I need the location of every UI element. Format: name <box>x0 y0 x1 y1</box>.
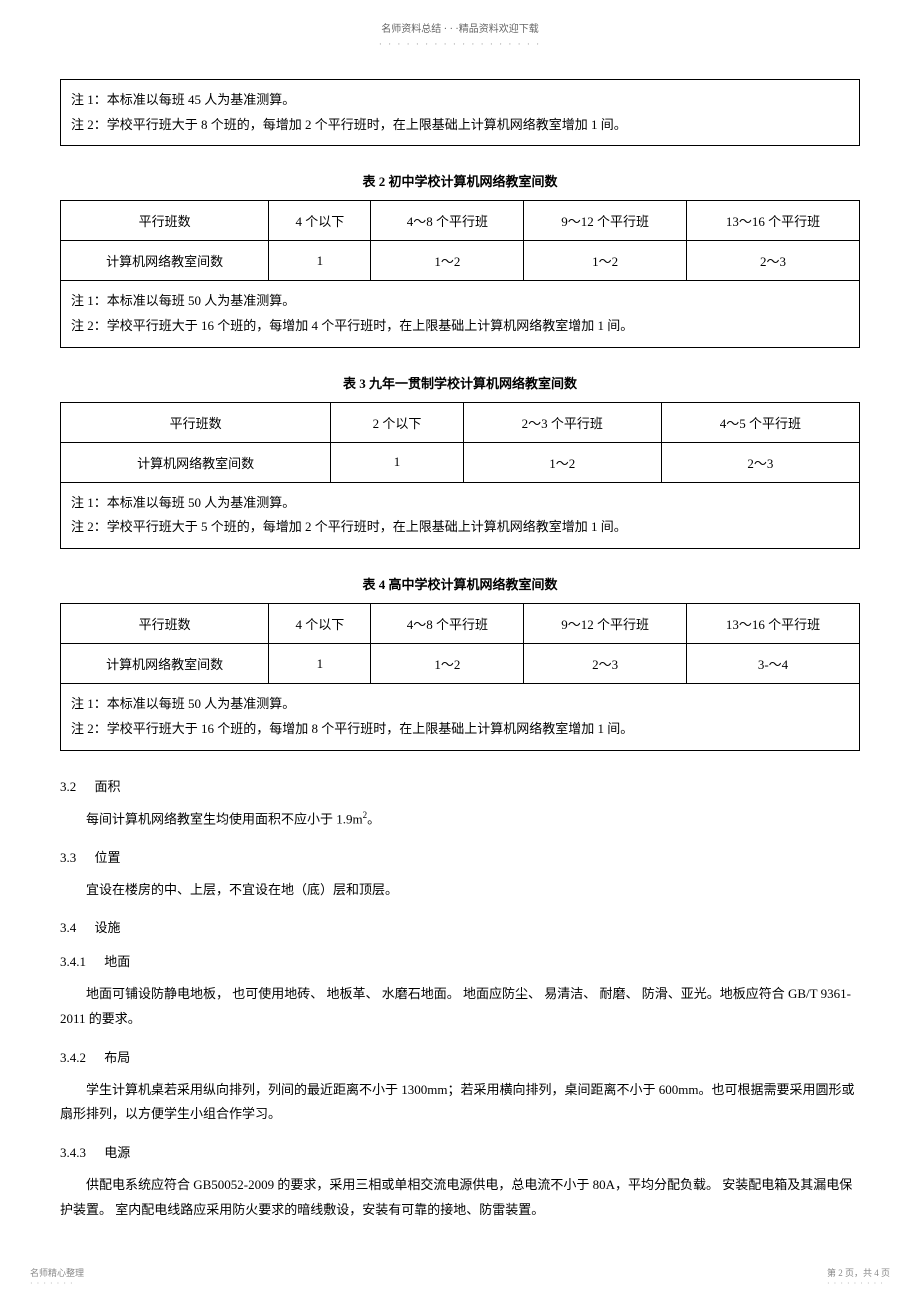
table2-title: 表 2 初中学校计算机网络教室间数 <box>60 171 860 190</box>
table-header: 平行班数 <box>61 402 331 442</box>
footer-left: 名师精心整理 · · · · · · · <box>30 1266 84 1288</box>
table-header: 9～12 个平行班 <box>524 604 687 644</box>
page-header-title: 名师资料总结 · · ·精品资料欢迎下载 <box>60 20 860 35</box>
page-header-dots: · · · · · · · · · · · · · · · · · · <box>60 39 860 49</box>
table-cell: 计算机网络教室间数 <box>61 644 269 684</box>
table-row: 计算机网络教室间数 1 1～2 1～2 2～3 <box>61 241 860 281</box>
table-header: 4～8 个平行班 <box>371 201 524 241</box>
section-3-4-3: 3.4.3 电源 <box>60 1142 860 1161</box>
section-title: 面积 <box>95 779 121 794</box>
table-header-row: 平行班数 2 个以下 2～3 个平行班 4～5 个平行班 <box>61 402 860 442</box>
section-3-2: 3.2 面积 <box>60 776 860 795</box>
note-line: 注 1：本标准以每班 45 人为基准测算。 <box>71 88 849 113</box>
table-cell: 2～3 <box>524 644 687 684</box>
table-cell: 2～3 <box>661 442 859 482</box>
top-note-box: 注 1：本标准以每班 45 人为基准测算。 注 2：学校平行班大于 8 个班的，… <box>60 79 860 146</box>
footer-right-dots: · · · · · · · · · <box>827 1279 890 1288</box>
table-cell: 1～2 <box>524 241 687 281</box>
section-3-2-text: 每间计算机网络教室生均使用面积不应小于 1.9m2。 <box>60 807 860 832</box>
table-header: 2～3 个平行班 <box>463 402 661 442</box>
table-cell: 1 <box>331 442 464 482</box>
section-3-4-3-text: 供配电系统应符合 GB50052-2009 的要求，采用三相或单相交流电源供电，… <box>60 1173 860 1222</box>
table-cell: 1～2 <box>371 644 524 684</box>
table-note-cell: 注 1：本标准以每班 50 人为基准测算。 注 2：学校平行班大于 16 个班的… <box>61 684 860 750</box>
footer-left-text: 名师精心整理 <box>30 1266 84 1279</box>
table-note-row: 注 1：本标准以每班 50 人为基准测算。 注 2：学校平行班大于 5 个班的，… <box>61 482 860 548</box>
table-cell: 1 <box>269 241 371 281</box>
table-header-row: 平行班数 4 个以下 4～8 个平行班 9～12 个平行班 13～16 个平行班 <box>61 201 860 241</box>
table-header: 4 个以下 <box>269 604 371 644</box>
table-row: 计算机网络教室间数 1 1～2 2～3 3-～4 <box>61 644 860 684</box>
table4: 平行班数 4 个以下 4～8 个平行班 9～12 个平行班 13～16 个平行班… <box>60 603 860 750</box>
table-header: 4～5 个平行班 <box>661 402 859 442</box>
section-num: 3.3 <box>60 850 76 865</box>
table-header: 13～16 个平行班 <box>687 201 860 241</box>
section-title: 设施 <box>95 920 121 935</box>
section-3-3: 3.3 位置 <box>60 847 860 866</box>
section-3-4: 3.4 设施 <box>60 917 860 936</box>
table-note-cell: 注 1：本标准以每班 50 人为基准测算。 注 2：学校平行班大于 16 个班的… <box>61 281 860 347</box>
table-cell: 计算机网络教室间数 <box>61 241 269 281</box>
section-num: 3.4.2 <box>60 1050 86 1065</box>
section-num: 3.4 <box>60 920 76 935</box>
table-header: 9～12 个平行班 <box>524 201 687 241</box>
section-3-4-2: 3.4.2 布局 <box>60 1047 860 1066</box>
table-note-row: 注 1：本标准以每班 50 人为基准测算。 注 2：学校平行班大于 16 个班的… <box>61 281 860 347</box>
table-note-row: 注 1：本标准以每班 50 人为基准测算。 注 2：学校平行班大于 16 个班的… <box>61 684 860 750</box>
table3: 平行班数 2 个以下 2～3 个平行班 4～5 个平行班 计算机网络教室间数 1… <box>60 402 860 549</box>
table-cell: 3-～4 <box>687 644 860 684</box>
section-title: 位置 <box>95 850 121 865</box>
section-3-4-1-text: 地面可铺设防静电地板， 也可使用地砖、 地板革、 水磨石地面。 地面应防尘、 易… <box>60 982 860 1031</box>
table-header-row: 平行班数 4 个以下 4～8 个平行班 9～12 个平行班 13～16 个平行班 <box>61 604 860 644</box>
table-cell: 2～3 <box>687 241 860 281</box>
table-header: 4 个以下 <box>269 201 371 241</box>
table3-title: 表 3 九年一贯制学校计算机网络教室间数 <box>60 373 860 392</box>
text: 每间计算机网络教室生均使用面积不应小于 1.9m <box>86 811 363 826</box>
table-note-cell: 注 1：本标准以每班 50 人为基准测算。 注 2：学校平行班大于 5 个班的，… <box>61 482 860 548</box>
table2: 平行班数 4 个以下 4～8 个平行班 9～12 个平行班 13～16 个平行班… <box>60 200 860 347</box>
section-num: 3.4.3 <box>60 1145 86 1160</box>
table-header: 13～16 个平行班 <box>687 604 860 644</box>
section-title: 布局 <box>104 1050 130 1065</box>
section-3-4-1: 3.4.1 地面 <box>60 951 860 970</box>
table-header: 平行班数 <box>61 604 269 644</box>
section-title: 电源 <box>104 1145 130 1160</box>
table4-title: 表 4 高中学校计算机网络教室间数 <box>60 574 860 593</box>
table-row: 计算机网络教室间数 1 1～2 2～3 <box>61 442 860 482</box>
period: 。 <box>367 811 380 826</box>
section-3-4-2-text: 学生计算机桌若采用纵向排列，列间的最近距离不小于 1300mm；若采用横向排列，… <box>60 1078 860 1127</box>
table-cell: 计算机网络教室间数 <box>61 442 331 482</box>
note-line: 注 2：学校平行班大于 8 个班的，每增加 2 个平行班时，在上限基础上计算机网… <box>71 113 849 138</box>
table-cell: 1～2 <box>463 442 661 482</box>
section-3-3-text: 宜设在楼房的中、上层，不宜设在地（底）层和顶层。 <box>60 878 860 903</box>
footer-right: 第 2 页，共 4 页 · · · · · · · · · <box>827 1266 890 1288</box>
section-num: 3.2 <box>60 779 76 794</box>
footer-left-dots: · · · · · · · <box>30 1279 84 1288</box>
section-num: 3.4.1 <box>60 954 86 969</box>
table-header: 平行班数 <box>61 201 269 241</box>
section-title: 地面 <box>104 954 130 969</box>
table-cell: 1～2 <box>371 241 524 281</box>
table-header: 2 个以下 <box>331 402 464 442</box>
footer-right-text: 第 2 页，共 4 页 <box>827 1266 890 1279</box>
table-header: 4～8 个平行班 <box>371 604 524 644</box>
table-cell: 1 <box>269 644 371 684</box>
